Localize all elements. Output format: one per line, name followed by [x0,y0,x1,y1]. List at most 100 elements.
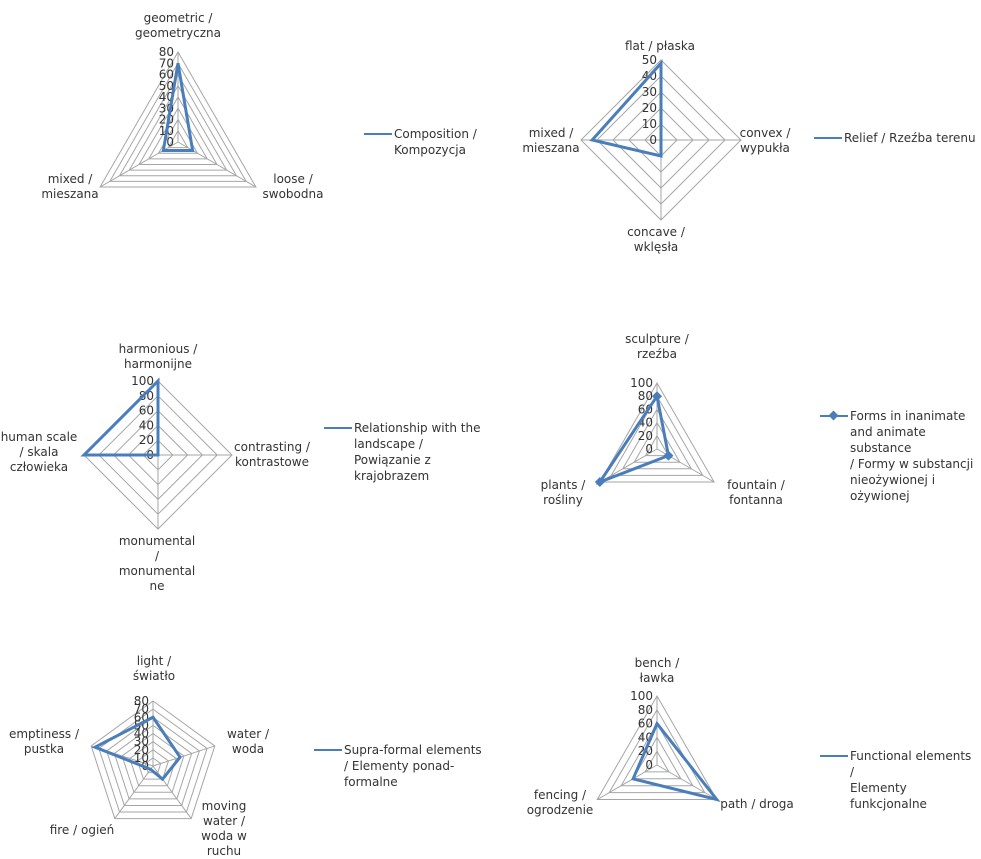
tick-label: 40 [134,727,149,741]
legend-supra-formal: Supra-formal elements / Elementy ponad-fo… [312,742,482,790]
grid-ring [113,724,193,800]
grid-ring [621,408,693,470]
tick-label: 10 [134,751,149,765]
tick-label: 80 [638,389,653,403]
axis-label: loose / swobodna [263,172,324,201]
grid-ring [90,700,216,820]
legend-relationship-with-landscape: Relationship with the landscape / Powiązan… [322,420,487,484]
axis-label: path / droga [720,797,794,811]
axis-spoke [596,764,658,800]
legend-label-line: / Formy w substancji [850,457,974,471]
series-line [631,720,721,803]
axis-label: contrasting / kontrastowe [234,440,311,469]
legend-label-line: Relationship with the [354,421,481,435]
axis-label: mixed / mieszana [41,172,98,201]
tick-label: 60 [139,404,154,418]
axis-label: human scale / skala człowieka [1,430,78,474]
axis-label: fire / ogień [50,823,115,837]
legend-label-line: / Elementy ponad- [344,759,455,773]
grid-ring [596,694,718,800]
legend-label-line: Functional elements / [850,749,972,779]
legend-label: Composition / Kompozycja [394,126,477,158]
axis-label: light / światło [133,654,175,683]
grid-ring [138,96,218,165]
tick-label: 30 [642,85,657,99]
data-point [652,391,662,402]
series-line [595,392,671,486]
tick-label: 70 [134,702,149,716]
axis-label: concave / wklęsła [627,225,686,254]
axis-spoke [656,764,718,800]
legend-label-line: Composition / [394,127,477,141]
grid-ring [633,421,681,463]
tick-label: 0 [166,135,174,149]
axis-label: geometric / geometryczna [135,11,221,40]
axis-label: plants / rośliny [541,478,587,507]
grid-ring [128,84,228,171]
tick-label: 50 [159,79,174,93]
axis-label: convex / wypukła [740,126,792,155]
legend-label-line: nieożywionej i [850,473,936,487]
axis-label: water / woda [227,727,270,756]
legend-label-line: Forms in inanimate [850,409,966,423]
tick-label: 30 [134,735,149,749]
legend-label-line: Elementy funkcjonalne [850,781,927,811]
axis-label: fencing / ogrodzenie [527,788,594,817]
legend-label-line: Kompozycja [394,143,466,157]
legend-label-line: Relief / Rzeźba terenu [844,131,976,145]
tick-label: 70 [159,56,174,70]
series-line [91,715,182,782]
grid-ring [106,716,200,806]
tick-label: 100 [131,374,154,388]
grid-ring [644,750,670,773]
axis-label: monumental / monumental ne [119,534,195,593]
axis-label: flat / płaska [625,39,695,53]
tick-label: 20 [139,433,154,447]
grid-ring [99,51,257,188]
tick-label: 60 [159,68,174,82]
axis-spoke [599,448,658,483]
series-line [161,63,195,152]
tick-label: 20 [638,429,653,443]
data-point [663,450,674,461]
grid-ring [167,129,189,149]
tick-label: 60 [638,717,653,731]
grid-ring [118,73,238,177]
legend-label: Relationship with the landscape / Powiązan… [354,420,480,484]
grid-ring [157,118,199,154]
legend-label: Forms in inanimate and animate substance /… [850,408,978,504]
tick-label: 0 [645,758,653,772]
tick-label: 100 [630,689,653,703]
legend-line-icon [312,742,344,758]
grid-ring [608,708,706,794]
legend-label: Relief / Rzeźba terenu [844,130,976,146]
grid-ring [136,749,170,780]
legend-label: Functional elements / Elementy funkcjonal… [850,748,978,812]
legend-forms-substance: Forms in inanimate and animate substance /… [818,408,978,504]
tick-label: 80 [134,694,149,708]
legend-composition: Composition / Kompozycja [362,126,492,158]
axis-spoke [114,765,154,819]
legend-label-line: and animate substance [850,425,926,455]
grid-ring [610,395,704,476]
legend-label-line: Powiązanie z [354,453,431,467]
axis-label: moving water / woda w ruchu [201,799,247,858]
tick-label: 10 [642,117,657,131]
axis-label: fountain / fontanna [727,478,786,507]
tick-label: 80 [638,703,653,717]
legend-relief: Relief / Rzeźba terenu [812,130,977,146]
legend-label-line: krajobrazem [354,469,430,483]
legend-line-diamond-icon [818,408,850,424]
legend-line-icon [362,126,394,142]
tick-label: 20 [642,101,657,115]
tick-label: 0 [645,442,653,456]
axis-spoke [152,745,215,767]
tick-label: 50 [642,53,657,67]
legend-functional: Functional elements / Elementy funkcjonal… [818,748,978,812]
grid-ring [121,732,185,793]
grid-ring [644,434,670,457]
